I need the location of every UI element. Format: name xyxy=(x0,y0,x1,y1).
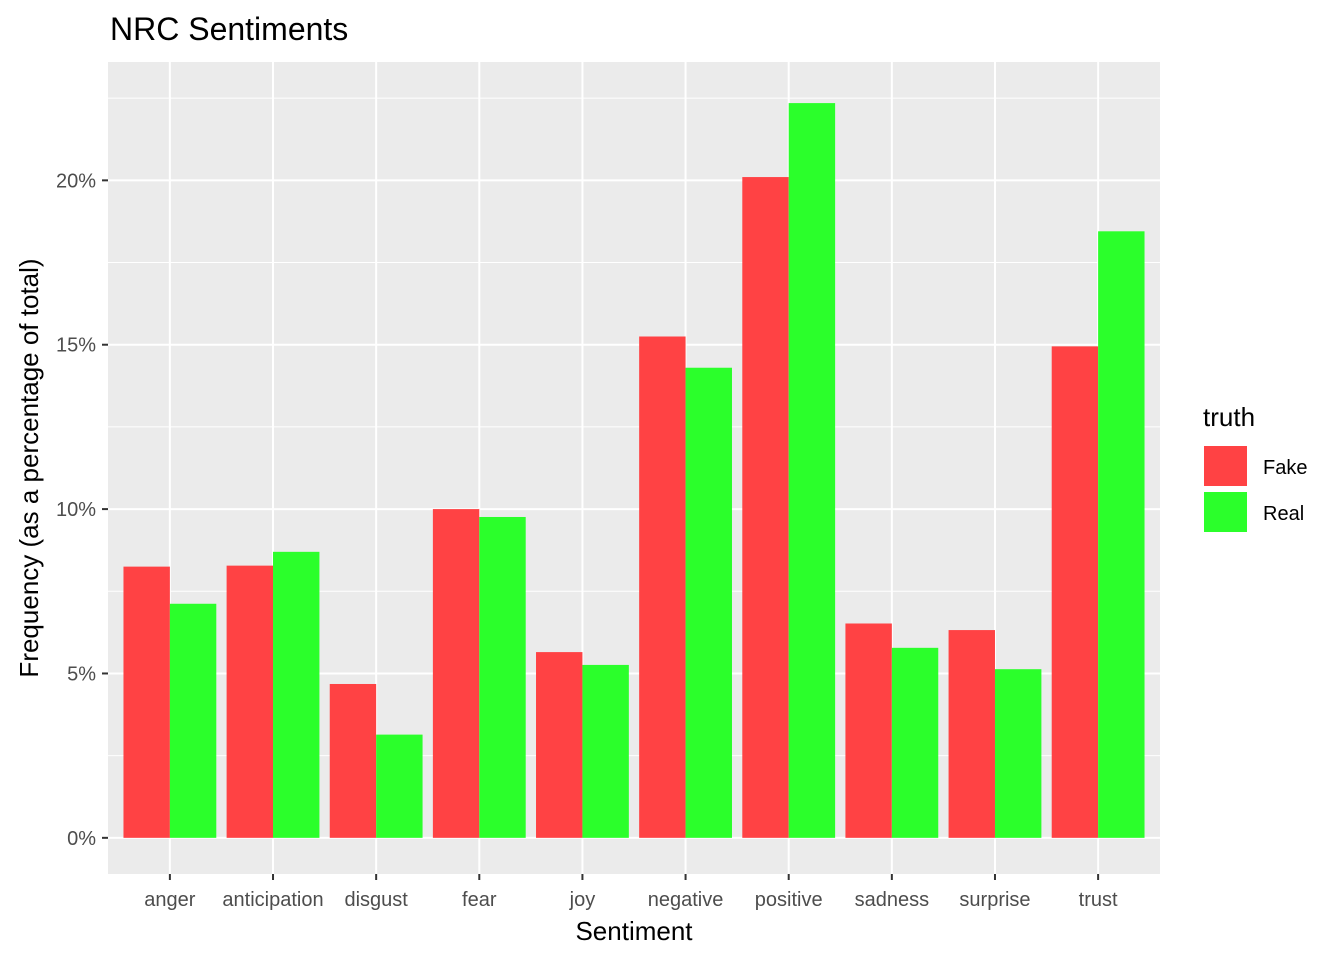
bar-fake-anticipation xyxy=(226,565,274,838)
y-axis-title: Frequency (as a percentage of total) xyxy=(14,258,44,677)
bar-fake-negative xyxy=(639,336,686,838)
x-tick-label-fear: fear xyxy=(462,889,497,911)
bar-real-surprise xyxy=(994,669,1042,838)
x-tick-label-surprise: surprise xyxy=(959,889,1030,911)
y-tick-label: 0% xyxy=(67,828,96,850)
x-tick-label-joy: joy xyxy=(569,889,596,911)
legend-swatch-fake xyxy=(1204,446,1247,486)
y-tick-label: 10% xyxy=(56,499,96,521)
bar-fake-surprise xyxy=(948,630,995,838)
x-tick-label-sadness: sadness xyxy=(855,889,930,911)
x-axis-title: Sentiment xyxy=(575,916,693,946)
x-tick-label-positive: positive xyxy=(755,889,823,911)
bar-real-negative xyxy=(685,367,732,838)
bar-fake-disgust xyxy=(329,683,377,838)
y-tick-label: 15% xyxy=(56,335,96,357)
y-tick-label: 20% xyxy=(56,170,96,192)
x-tick-label-anticipation: anticipation xyxy=(222,889,323,911)
legend-swatch-real xyxy=(1204,492,1247,532)
y-axis: 0% 5% 10% 15% 20% xyxy=(56,170,108,850)
x-tick-label-trust: trust xyxy=(1079,889,1118,911)
bar-fake-fear xyxy=(432,509,480,838)
chart-title: NRC Sentiments xyxy=(110,11,348,47)
bar-real-trust xyxy=(1098,231,1145,838)
x-tick-label-disgust: disgust xyxy=(344,889,408,911)
bar-real-positive xyxy=(788,103,836,838)
bar-real-fear xyxy=(479,516,526,838)
x-tick-label-negative: negative xyxy=(648,889,724,911)
bar-fake-trust xyxy=(1051,346,1099,838)
bar-fake-sadness xyxy=(845,623,892,838)
bar-real-anger xyxy=(169,603,217,838)
legend-title: truth xyxy=(1203,402,1255,432)
legend: truth Fake Real xyxy=(1203,402,1307,532)
bar-real-sadness xyxy=(891,647,939,838)
y-tick-label: 5% xyxy=(67,663,96,685)
bar-fake-joy xyxy=(536,652,583,838)
bars xyxy=(123,103,1145,838)
legend-label-fake: Fake xyxy=(1263,457,1307,479)
x-tick-label-anger: anger xyxy=(144,889,195,911)
bar-real-joy xyxy=(582,664,629,838)
legend-label-real: Real xyxy=(1263,503,1304,525)
bar-fake-positive xyxy=(742,177,789,838)
bar-real-disgust xyxy=(376,734,423,838)
x-axis: anger anticipation disgust fear joy negative p… xyxy=(144,874,1118,911)
bar-fake-anger xyxy=(123,566,170,838)
bar-real-anticipation xyxy=(273,551,320,838)
